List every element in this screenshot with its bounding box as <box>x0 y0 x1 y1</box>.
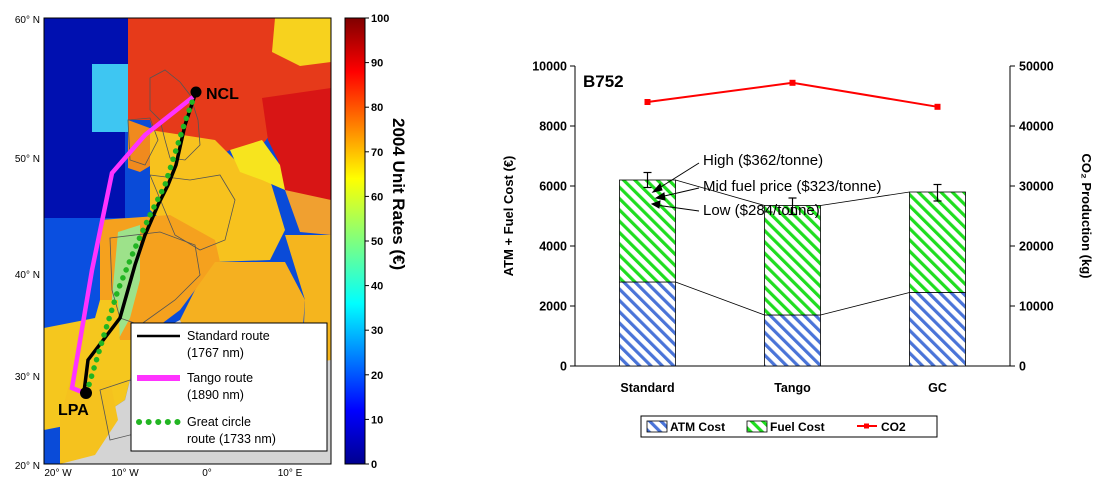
great-circle-route-line <box>85 91 198 391</box>
colorbar-tick-label: 20 <box>371 370 383 382</box>
y-tick-label: 8000 <box>539 120 567 134</box>
legend-label: Fuel Cost <box>770 420 825 434</box>
lat-label: 60° N <box>15 15 40 26</box>
y2-tick-label: 20000 <box>1019 240 1054 254</box>
colorbar-gradient <box>344 17 366 465</box>
map-frame <box>43 17 332 465</box>
legend-label: (1767 nm) <box>187 346 244 360</box>
fuel-cost-bar <box>909 191 966 293</box>
standard-route-line <box>82 91 198 393</box>
x-tick-label: GC <box>928 381 947 395</box>
series-connector-line <box>675 179 765 206</box>
co2-line <box>647 81 938 108</box>
tango-route-line <box>69 95 195 395</box>
colorbar-tick-label: 40 <box>371 281 383 293</box>
lat-label: 30° N <box>15 372 40 383</box>
y2-axis-title: CO₂ Production (kg) <box>1079 154 1094 279</box>
series-connector-line <box>820 292 910 316</box>
germany-region <box>262 88 331 200</box>
colorbar-tick-label: 70 <box>371 147 383 159</box>
y-tick-label: 6000 <box>539 180 567 194</box>
legend-label: route (1733 nm) <box>187 432 276 446</box>
y-axis-title: ATM + Fuel Cost (€) <box>501 156 516 277</box>
y2-tick-label: 50000 <box>1019 60 1054 74</box>
colorbar-tick-label: 0 <box>371 459 377 471</box>
cost-chart: 0 2000 4000 6000 8000 10000 0 10000 20000 30000 4… <box>501 60 1094 438</box>
lat-label: 40° N <box>15 270 40 281</box>
map-legend-box <box>130 322 328 452</box>
colorbar-tick-label: 10 <box>371 414 383 426</box>
fuel-cost-swatch <box>746 420 768 433</box>
legend-label: (1890 nm) <box>187 388 244 402</box>
co2-point <box>934 103 941 110</box>
legend-label: ATM Cost <box>670 420 725 434</box>
chart-legend: ATM Cost Fuel Cost CO2 <box>640 415 938 438</box>
y2-tick-label: 30000 <box>1019 180 1054 194</box>
colorbar-tick-label: 80 <box>371 102 383 114</box>
lon-label: 10° E <box>278 468 303 479</box>
atm-cost-bar <box>764 314 821 367</box>
mid-price-annotation: Mid fuel price ($323/tonne) <box>703 178 881 195</box>
series-connector-line <box>675 281 765 316</box>
lat-label: 20° N <box>15 461 40 472</box>
colorbar-tick-label: 50 <box>371 236 383 248</box>
lon-label: 0° <box>202 468 212 479</box>
airspace-rate-map <box>44 18 331 464</box>
chart-legend-box <box>640 415 938 438</box>
atm-cost-swatch <box>646 420 668 433</box>
fuel-cost-bar <box>619 179 676 283</box>
series-connector-line <box>820 191 910 206</box>
legend-label: Great circle <box>187 415 251 429</box>
origin-airport-label: NCL <box>206 86 239 103</box>
switzerland-region <box>285 190 331 235</box>
y-tick-label: 2000 <box>539 300 567 314</box>
high-price-annotation: High ($362/tonne) <box>703 152 823 169</box>
canaries-sector <box>60 380 118 464</box>
lpa-airport-marker <box>80 387 92 399</box>
co2-point <box>644 99 651 105</box>
x-tick-label: Standard <box>620 381 674 395</box>
benelux-region <box>230 140 285 190</box>
atm-cost-bar <box>909 292 966 367</box>
route-map: 60° N 50° N 40° N 30° N 20° N 20° W 10° … <box>15 13 408 479</box>
x-tick-label: Tango <box>774 381 811 395</box>
colorbar-tick-label: 90 <box>371 58 383 70</box>
lon-label: 20° W <box>44 468 72 479</box>
legend-label: Standard route <box>187 329 270 343</box>
y-tick-label: 4000 <box>539 240 567 254</box>
y-tick-label: 0 <box>560 360 567 374</box>
destination-airport-label: LPA <box>58 402 89 419</box>
colorbar-tick-label: 30 <box>371 325 383 337</box>
y-tick-label: 10000 <box>532 60 567 74</box>
ncl-airport-marker <box>190 86 202 98</box>
oceanic-north-region <box>44 18 128 218</box>
low-price-annotation: Low ($284/tonne) <box>703 202 820 219</box>
shanwick-region <box>92 64 128 132</box>
y2-tick-label: 0 <box>1019 360 1026 374</box>
legend-label: Tango route <box>187 371 253 385</box>
colorbar-tick-label: 60 <box>371 191 383 203</box>
co2-point <box>789 79 796 86</box>
colorbar-tick-label: 100 <box>371 13 389 25</box>
lat-label: 50° N <box>15 154 40 165</box>
annotation-arrows <box>650 162 700 212</box>
scandinavia-region <box>272 18 331 66</box>
aircraft-type-label: B752 <box>583 72 624 91</box>
lon-label: 10° W <box>111 468 139 479</box>
legend-label: CO2 <box>881 420 906 434</box>
atm-cost-bar <box>619 281 676 367</box>
fuel-cost-bar <box>764 205 821 316</box>
y2-tick-label: 10000 <box>1019 300 1054 314</box>
map-legend: Standard route (1767 nm) Tango route (18… <box>130 322 328 452</box>
colorbar-title: 2004 Unit Rates (€) <box>389 118 408 270</box>
co2-swatch-marker <box>864 423 869 429</box>
y2-tick-label: 40000 <box>1019 120 1054 134</box>
